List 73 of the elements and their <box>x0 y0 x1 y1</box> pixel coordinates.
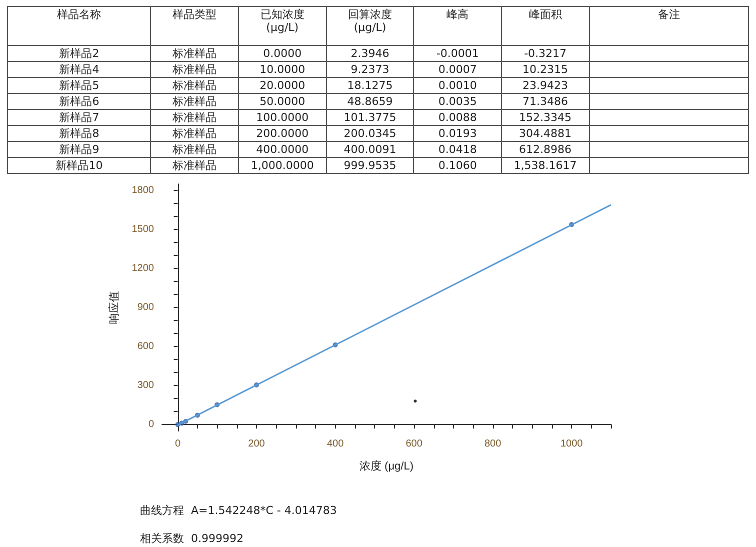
text: 新样品5 <box>59 79 100 92</box>
text: 相关系数 0.999992 <box>140 531 244 546</box>
text: 2.3946 <box>350 47 390 60</box>
text: 10.0000 <box>260 63 306 76</box>
text: 标准样品 <box>172 95 217 108</box>
text: 0.0193 <box>438 127 477 140</box>
text: 0.0010 <box>438 79 477 92</box>
text: 23.9423 <box>522 79 568 92</box>
text: 101.3775 <box>344 111 396 124</box>
text: 标准样品 <box>172 63 217 76</box>
text: 0.0418 <box>438 143 477 156</box>
text: 标准样品 <box>172 79 217 92</box>
text: 新样品8 <box>59 127 100 140</box>
y-tick-label: 1500 <box>132 224 154 235</box>
text: 1,000.0000 <box>250 159 314 172</box>
text: 0.0000 <box>263 47 302 60</box>
y-tick-label: 0 <box>148 419 154 430</box>
y-tick-label: 300 <box>137 380 154 391</box>
text: 10.2315 <box>522 63 568 76</box>
text: 标准样品 <box>172 47 217 60</box>
x-tick-label: 800 <box>484 438 502 450</box>
text: 0.0035 <box>438 95 477 108</box>
text: 新样品9 <box>59 143 100 156</box>
text: 400.0000 <box>256 143 309 156</box>
y-tick-label: 900 <box>137 302 154 313</box>
text: 18.1275 <box>347 79 393 92</box>
y-tick-label: 600 <box>137 341 154 352</box>
text: -0.0001 <box>436 47 479 60</box>
text: 999.9535 <box>344 159 396 172</box>
text: -0.3217 <box>524 47 567 60</box>
text: 100.0000 <box>256 111 309 124</box>
x-tick-label: 1000 <box>560 438 584 450</box>
text: 0.0007 <box>438 63 477 76</box>
text: 152.3345 <box>519 111 572 124</box>
x-axis-title: 浓度 (μg/L) <box>359 460 414 472</box>
text: 20.0000 <box>260 79 306 92</box>
x-tick-label: 400 <box>326 438 344 450</box>
text: 200.0000 <box>256 127 309 140</box>
text: 标准样品 <box>172 143 217 156</box>
text: 新样品4 <box>59 63 100 76</box>
text: 标准样品 <box>172 111 217 124</box>
category-label: 峰高 <box>414 6 502 46</box>
text: 1,538.1617 <box>514 159 577 172</box>
text: 新样品6 <box>59 95 100 108</box>
text: 曲线方程 A=1.542248*C - 4.014783 <box>140 503 337 518</box>
category-label: 样品名称 <box>8 6 151 46</box>
x-tick-label: 0 <box>174 438 181 450</box>
category-label: 备注 <box>589 6 748 46</box>
text: 0.0088 <box>438 111 477 124</box>
text: 标准样品 <box>172 127 217 140</box>
y-axis-title: 响应值 <box>108 291 120 324</box>
category-label: 峰面积 <box>501 6 590 46</box>
text: 48.8659 <box>347 95 393 108</box>
category-label: 样品类型 <box>150 6 239 46</box>
text: 612.8986 <box>519 143 572 156</box>
y-tick-label: 1200 <box>132 263 154 274</box>
text: 304.4881 <box>519 127 572 140</box>
point <box>414 400 417 403</box>
y-tick-label: 1800 <box>132 185 154 196</box>
x-tick-label: 200 <box>248 438 266 450</box>
x-tick-label: 600 <box>406 438 423 450</box>
text: 新样品7 <box>59 111 100 124</box>
category-label: 已知浓度 (μg/L) <box>238 6 326 46</box>
text: 9.2373 <box>350 63 390 76</box>
text: 50.0000 <box>260 95 306 108</box>
text: 0.1060 <box>438 159 477 172</box>
category-label: 回算浓度 (μg/L) <box>326 6 414 46</box>
text: 新样品10 <box>56 159 103 172</box>
text: 新样品2 <box>59 47 100 60</box>
text: 标准样品 <box>172 159 217 172</box>
text: 200.0345 <box>344 127 396 140</box>
text: 400.0091 <box>344 143 396 156</box>
text: 71.3486 <box>522 95 568 108</box>
